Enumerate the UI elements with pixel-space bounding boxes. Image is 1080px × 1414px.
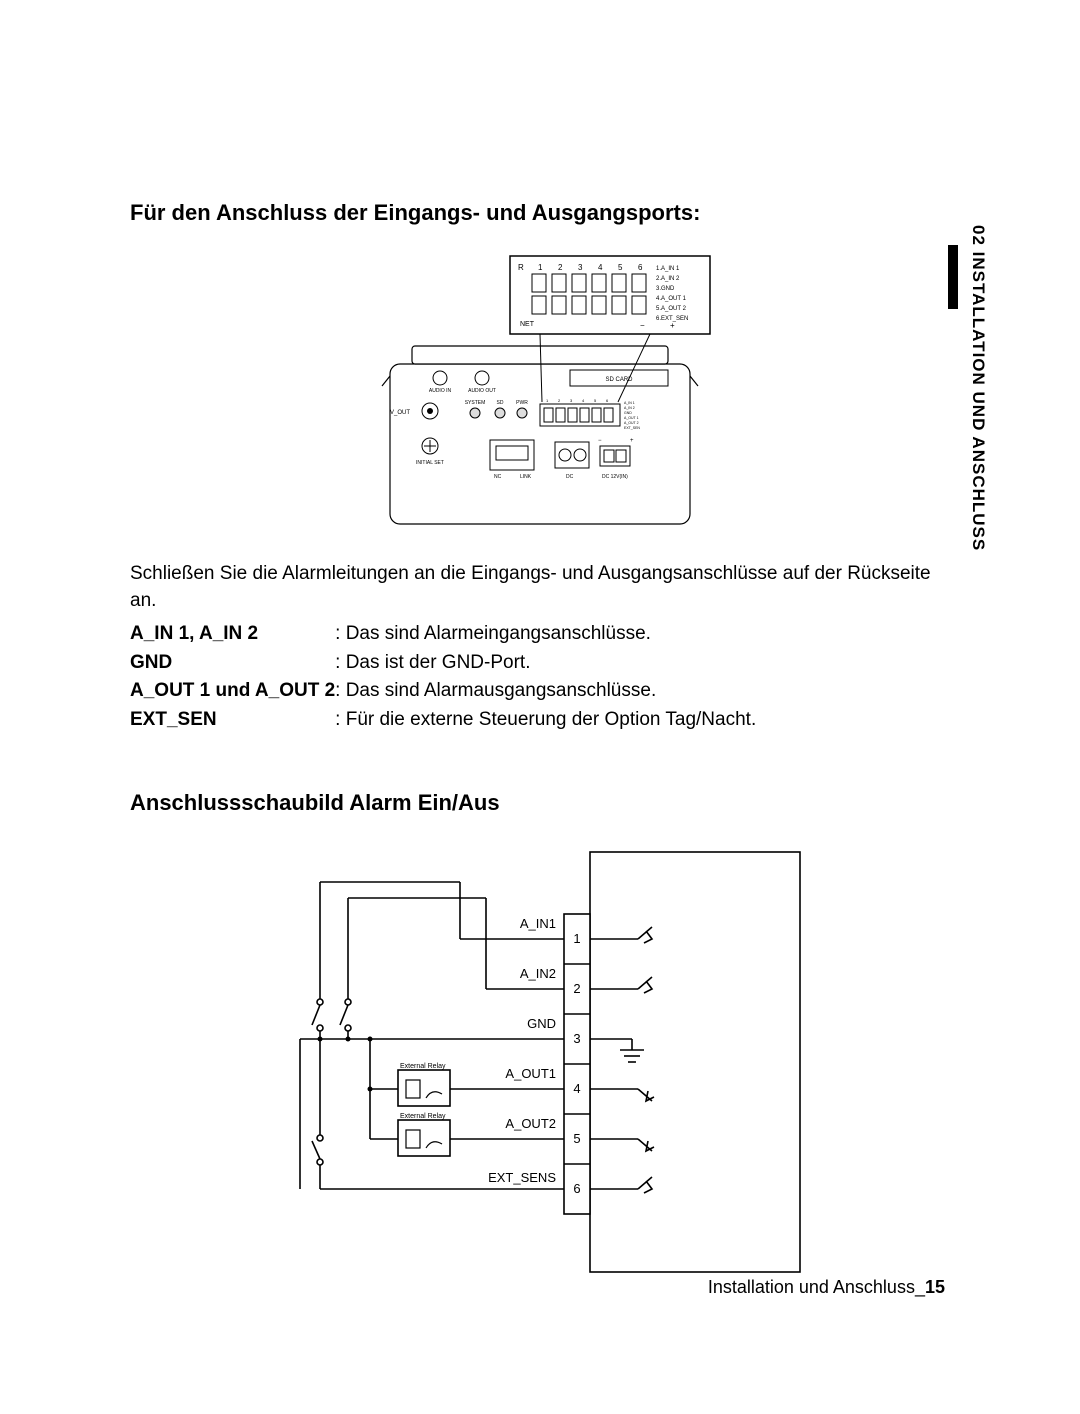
- def-desc: : Für die externe Steuerung der Option T…: [335, 706, 756, 735]
- svg-text:A_IN 2: A_IN 2: [624, 406, 635, 410]
- svg-text:5: 5: [573, 1131, 580, 1146]
- section1-intro: Schließen Sie die Alarmleitungen an die …: [130, 561, 950, 614]
- svg-text:SD: SD: [497, 400, 504, 406]
- def-desc: : Das sind Alarmeingangsanschlüsse.: [335, 620, 756, 649]
- footer-text: Installation und Anschluss_: [708, 1277, 925, 1297]
- section2-title: Anschlussschaubild Alarm Ein/Aus: [130, 790, 950, 816]
- def-label: EXT_SEN: [130, 706, 335, 735]
- section1-title: Für den Anschluss der Eingangs- und Ausg…: [130, 200, 950, 226]
- svg-text:6: 6: [638, 263, 643, 272]
- alarm-wiring-diagram: 1 2 3 4 5 6 A_IN1 A_IN2 GND A_OUT1 A_OUT…: [130, 842, 950, 1287]
- svg-text:A_IN2: A_IN2: [520, 966, 556, 981]
- chapter-title: INSTALLATION UND ANSCHLUSS: [969, 252, 988, 552]
- svg-text:3: 3: [578, 263, 583, 272]
- svg-text:GND: GND: [527, 1016, 556, 1031]
- svg-text:−: −: [598, 438, 602, 444]
- svg-text:3: 3: [573, 1031, 580, 1046]
- def-desc: : Das sind Alarmausgangsanschlüsse.: [335, 677, 756, 706]
- page-footer: Installation und Anschluss_15: [708, 1277, 945, 1298]
- svg-text:+: +: [630, 438, 634, 444]
- svg-text:NC: NC: [494, 474, 502, 480]
- svg-text:DC 12V(IN): DC 12V(IN): [602, 474, 628, 480]
- def-label: A_OUT 1 und A_OUT 2: [130, 677, 335, 706]
- chapter-side-tab: 02 INSTALLATION UND ANSCHLUSS: [954, 225, 990, 555]
- svg-text:V_OUT: V_OUT: [390, 410, 410, 416]
- svg-text:+: +: [670, 321, 675, 330]
- svg-text:SYSTEM: SYSTEM: [465, 400, 486, 406]
- definition-row: A_OUT 1 und A_OUT 2 : Das sind Alarmausg…: [130, 677, 756, 706]
- page-content: Für den Anschluss der Eingangs- und Ausg…: [130, 200, 950, 1287]
- svg-text:R: R: [518, 263, 524, 272]
- svg-text:2: 2: [558, 263, 563, 272]
- svg-text:A_OUT2: A_OUT2: [505, 1116, 556, 1131]
- svg-text:5: 5: [618, 263, 623, 272]
- svg-text:−: −: [640, 321, 645, 330]
- svg-text:External Relay: External Relay: [400, 1113, 446, 1120]
- svg-text:A_OUT 1: A_OUT 1: [624, 416, 639, 420]
- svg-text:DC: DC: [566, 474, 574, 480]
- svg-text:AUDIO IN: AUDIO IN: [429, 388, 452, 394]
- svg-text:3.GND: 3.GND: [656, 286, 675, 292]
- svg-text:5.A_OUT 2: 5.A_OUT 2: [656, 306, 687, 312]
- svg-text:1: 1: [573, 931, 580, 946]
- definition-row: GND : Das ist der GND-Port.: [130, 649, 756, 678]
- svg-text:LINK: LINK: [520, 474, 532, 480]
- svg-text:6: 6: [573, 1181, 580, 1196]
- page-number: 15: [925, 1277, 945, 1297]
- svg-text:EXT_SENS: EXT_SENS: [488, 1170, 556, 1185]
- definition-row: A_IN 1, A_IN 2 : Das sind Alarmeingangsa…: [130, 620, 756, 649]
- svg-text:GND: GND: [624, 411, 632, 415]
- svg-text:2.A_IN 2: 2.A_IN 2: [656, 276, 680, 282]
- def-label: A_IN 1, A_IN 2: [130, 620, 335, 649]
- svg-text:4: 4: [598, 263, 603, 272]
- svg-text:A_OUT1: A_OUT1: [505, 1066, 556, 1081]
- svg-text:1: 1: [538, 263, 543, 272]
- camera-back-diagram: SD CARD AUDIO IN AUDIO OUT V_OUT SYSTEM …: [130, 246, 950, 541]
- svg-text:1.A_IN 1: 1.A_IN 1: [656, 266, 680, 272]
- svg-text:EXT_SEN: EXT_SEN: [624, 426, 640, 430]
- svg-text:A_OUT 2: A_OUT 2: [624, 421, 639, 425]
- svg-text:External Relay: External Relay: [400, 1063, 446, 1070]
- svg-text:A_IN1: A_IN1: [520, 916, 556, 931]
- svg-text:A_IN 1: A_IN 1: [624, 401, 635, 405]
- def-desc: : Das ist der GND-Port.: [335, 649, 756, 678]
- def-label: GND: [130, 649, 335, 678]
- definition-list: A_IN 1, A_IN 2 : Das sind Alarmeingangsa…: [130, 620, 756, 734]
- chapter-number: 02: [969, 225, 988, 246]
- svg-text:2: 2: [573, 981, 580, 996]
- svg-text:INITIAL SET: INITIAL SET: [416, 460, 444, 466]
- svg-text:4.A_OUT 1: 4.A_OUT 1: [656, 296, 687, 302]
- terminal-labels: A_IN1 A_IN2 GND A_OUT1 A_OUT2 EXT_SENS: [488, 916, 556, 1185]
- svg-text:PWR: PWR: [516, 400, 528, 406]
- svg-text:NET: NET: [520, 321, 535, 328]
- definition-row: EXT_SEN : Für die externe Steuerung der …: [130, 706, 756, 735]
- svg-text:AUDIO OUT: AUDIO OUT: [468, 388, 496, 394]
- svg-text:4: 4: [573, 1081, 580, 1096]
- chapter-side-label: 02 INSTALLATION UND ANSCHLUSS: [966, 225, 988, 555]
